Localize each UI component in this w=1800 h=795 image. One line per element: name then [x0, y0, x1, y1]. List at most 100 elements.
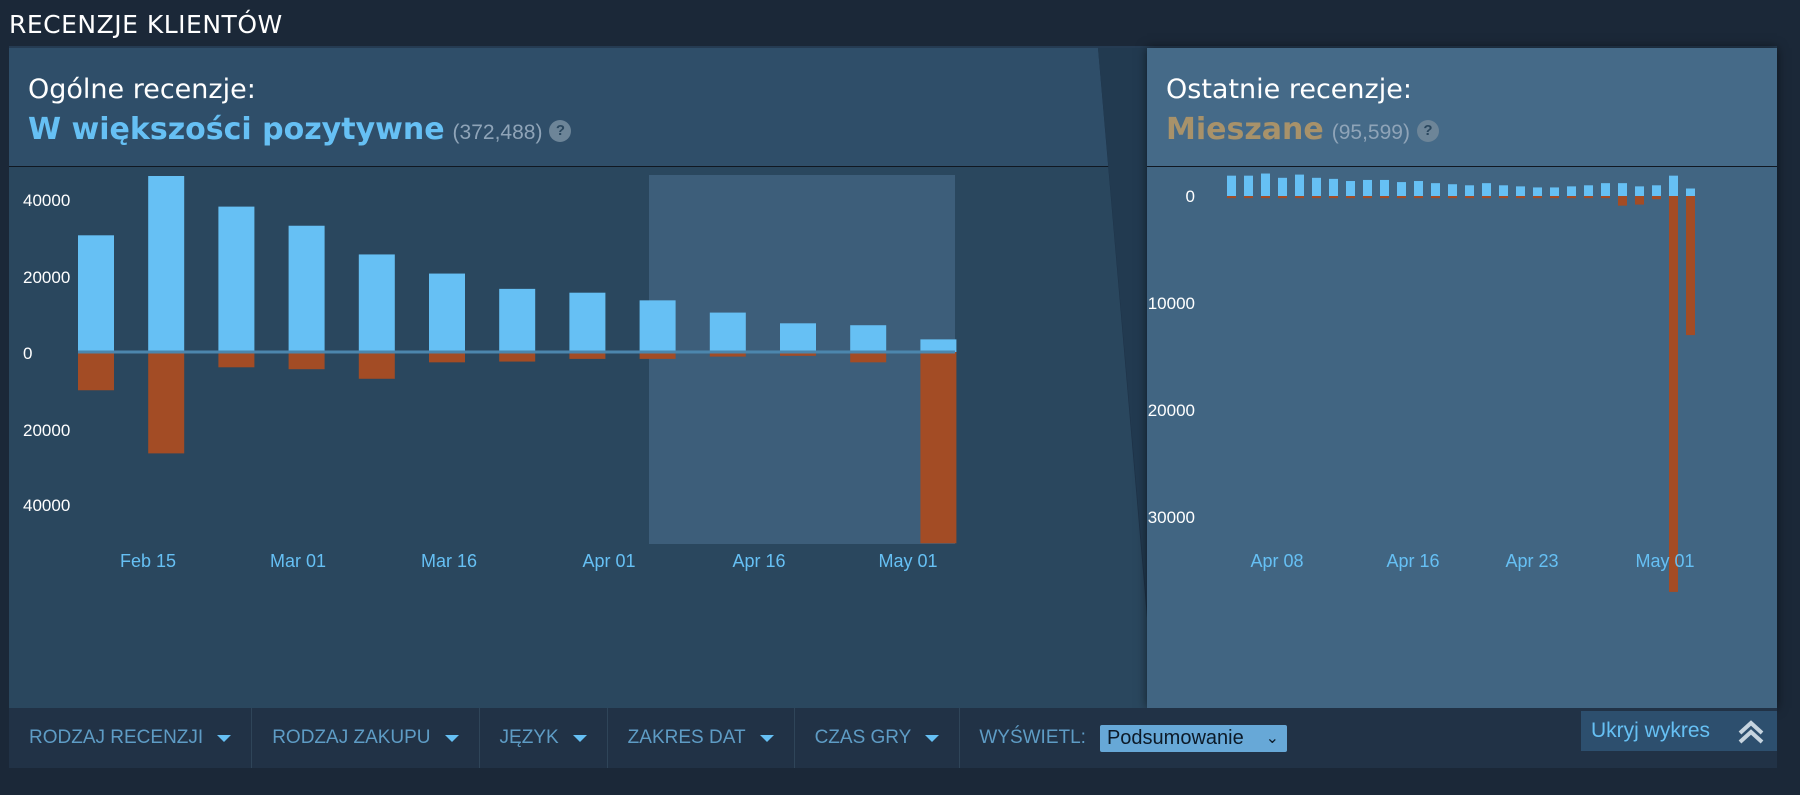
negative-bar[interactable] — [1261, 196, 1270, 199]
negative-bar[interactable] — [1448, 196, 1457, 199]
positive-bar[interactable] — [1550, 187, 1559, 196]
negative-bar[interactable] — [1635, 196, 1644, 205]
negative-bar[interactable] — [499, 352, 536, 362]
positive-bar[interactable] — [1278, 177, 1287, 196]
help-icon[interactable]: ? — [1416, 120, 1439, 142]
negative-bar[interactable] — [1686, 196, 1695, 336]
positive-bar[interactable] — [358, 254, 395, 352]
hide-chart-button[interactable]: Ukryj wykres — [1581, 711, 1777, 751]
positive-bar[interactable] — [1652, 185, 1661, 196]
overall-reviews-chart[interactable]: 40000 20000 0 20000 40000 Feb 15 Mar 01 Mar 16 A… — [9, 168, 1099, 668]
y-tick-label: 20000 — [23, 268, 70, 287]
negative-bar[interactable] — [358, 352, 395, 379]
positive-bar[interactable] — [850, 325, 887, 352]
negative-bar[interactable] — [1533, 196, 1542, 199]
negative-bar[interactable] — [1278, 196, 1287, 199]
positive-bar[interactable] — [78, 235, 114, 352]
negative-bar[interactable] — [429, 352, 465, 363]
filter-playtime[interactable]: CZAS GRY — [795, 708, 961, 768]
negative-bar[interactable] — [78, 352, 114, 391]
display-select[interactable]: Podsumowanie ⌄ — [1099, 724, 1287, 752]
positive-bar[interactable] — [1431, 183, 1440, 196]
positive-bar[interactable] — [1499, 185, 1508, 196]
positive-bar[interactable] — [1261, 173, 1270, 196]
positive-bar[interactable] — [1618, 183, 1627, 196]
negative-bar[interactable] — [148, 352, 185, 454]
filter-review-type[interactable]: RODZAJ RECENZJI — [9, 708, 253, 768]
negative-bar[interactable] — [1329, 196, 1338, 199]
positive-bar[interactable] — [1601, 183, 1610, 196]
negative-bar[interactable] — [1567, 196, 1576, 199]
positive-bar[interactable] — [1346, 181, 1355, 196]
negative-bar[interactable] — [920, 352, 957, 544]
positive-bar[interactable] — [1295, 174, 1304, 196]
negative-bar[interactable] — [1295, 196, 1304, 199]
positive-bar[interactable] — [639, 300, 676, 352]
negative-bar[interactable] — [850, 352, 887, 363]
positive-bar[interactable] — [780, 323, 816, 352]
positive-bar[interactable] — [1584, 185, 1593, 196]
negative-bar[interactable] — [780, 352, 816, 356]
negative-bar[interactable] — [709, 352, 746, 357]
positive-bar[interactable] — [709, 312, 746, 352]
y-tick-label: 10000 — [1148, 294, 1195, 313]
positive-bar[interactable] — [1686, 188, 1695, 196]
positive-bar[interactable] — [1516, 186, 1525, 196]
negative-bar[interactable] — [1244, 196, 1253, 199]
positive-bar[interactable] — [1414, 181, 1423, 196]
negative-bar[interactable] — [1618, 196, 1627, 206]
negative-bar[interactable] — [1669, 196, 1678, 592]
positive-bar[interactable] — [1329, 178, 1338, 196]
negative-bar[interactable] — [288, 352, 325, 370]
positive-bar[interactable] — [1533, 187, 1542, 196]
negative-bar[interactable] — [1550, 196, 1559, 199]
negative-bar[interactable] — [1431, 196, 1440, 199]
positive-bar[interactable] — [1635, 186, 1644, 196]
positive-bar[interactable] — [429, 273, 465, 352]
negative-bar[interactable] — [569, 352, 606, 359]
positive-bar[interactable] — [1363, 179, 1372, 196]
filter-language[interactable]: JĘZYK — [480, 708, 608, 768]
negative-bar[interactable] — [1397, 196, 1406, 199]
negative-bar[interactable] — [1346, 196, 1355, 199]
positive-bar[interactable] — [920, 339, 957, 352]
filter-date-range[interactable]: ZAKRES DAT — [608, 708, 795, 768]
positive-bar[interactable] — [1227, 175, 1236, 196]
positive-bar[interactable] — [499, 288, 536, 352]
negative-bar[interactable] — [639, 352, 676, 359]
filter-purchase-type[interactable]: RODZAJ ZAKUPU — [252, 708, 480, 768]
filter-language-label: JĘZYK — [499, 727, 559, 748]
positive-bar[interactable] — [1312, 177, 1321, 196]
negative-bar[interactable] — [1380, 196, 1389, 199]
negative-bar[interactable] — [1414, 196, 1423, 199]
positive-bar[interactable] — [1482, 183, 1491, 196]
positive-bar[interactable] — [1244, 175, 1253, 196]
recent-reviews-chart[interactable]: 0 10000 20000 30000 Apr 08 Apr 16 Apr 23 May 01 — [1147, 168, 1777, 668]
positive-bar[interactable] — [1465, 185, 1474, 196]
negative-bar[interactable] — [1227, 196, 1236, 199]
negative-bar[interactable] — [1584, 196, 1593, 199]
positive-bar[interactable] — [218, 206, 255, 352]
negative-bar[interactable] — [1465, 196, 1474, 199]
negative-bar[interactable] — [1516, 196, 1525, 199]
positive-bar[interactable] — [1567, 186, 1576, 196]
positive-bar[interactable] — [148, 176, 185, 352]
negative-bar[interactable] — [1601, 196, 1610, 199]
help-icon[interactable]: ? — [549, 120, 572, 142]
negative-bar[interactable] — [1312, 196, 1321, 199]
positive-bar[interactable] — [569, 292, 606, 352]
positive-bar[interactable] — [1669, 175, 1678, 196]
positive-bar[interactable] — [1380, 179, 1389, 196]
overall-score[interactable]: W większości pozytywne — [28, 112, 445, 147]
negative-bar[interactable] — [1482, 196, 1491, 199]
y-tick-label: 30000 — [1148, 508, 1195, 527]
negative-bar[interactable] — [218, 352, 255, 368]
negative-bar[interactable] — [1652, 196, 1661, 200]
negative-bar[interactable] — [1363, 196, 1372, 199]
positive-bar[interactable] — [1448, 184, 1457, 196]
positive-bar[interactable] — [1397, 182, 1406, 196]
negative-bar[interactable] — [1499, 196, 1508, 199]
page-footer-band — [0, 768, 1800, 795]
recent-score[interactable]: Mieszane — [1166, 112, 1324, 147]
positive-bar[interactable] — [288, 225, 325, 352]
